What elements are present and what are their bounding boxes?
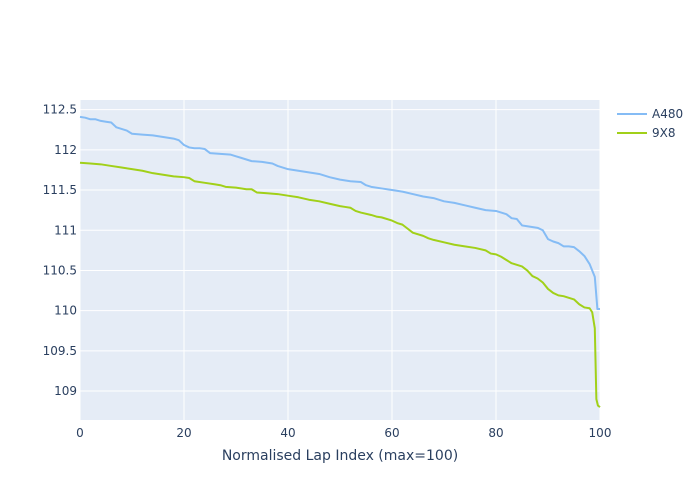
y-tick-label: 110 xyxy=(54,304,77,318)
legend[interactable]: A480 9X8 xyxy=(617,107,683,140)
x-axis-title: Normalised Lap Index (max=100) xyxy=(222,448,458,464)
x-axis-ticks: 0 20 40 60 80 100 xyxy=(76,426,611,440)
series-line-a480 xyxy=(79,115,600,311)
legend-label: A480 xyxy=(652,107,683,121)
y-tick-label: 110.5 xyxy=(43,263,77,277)
y-tick-label: 109 xyxy=(54,384,77,398)
gridlines xyxy=(79,100,601,420)
y-axis-ticks: 109 109.5 110 110.5 111 111.5 112 112.5 xyxy=(43,103,77,398)
y-tick-label: 112.5 xyxy=(43,103,77,117)
legend-item-a480[interactable]: A480 xyxy=(617,107,683,121)
x-tick-label: 20 xyxy=(176,426,191,440)
y-tick-label: 111.5 xyxy=(43,183,77,197)
y-tick-label: 109.5 xyxy=(43,344,77,358)
y-tick-label: 112 xyxy=(54,143,77,157)
legend-item-9x8[interactable]: 9X8 xyxy=(617,126,676,140)
legend-label: 9X8 xyxy=(652,126,676,140)
x-tick-label: 40 xyxy=(280,426,295,440)
y-tick-label: 111 xyxy=(54,223,77,237)
x-tick-label: 0 xyxy=(76,426,84,440)
series-line-9x8 xyxy=(79,161,601,408)
x-tick-label: 60 xyxy=(384,426,399,440)
plot-area xyxy=(80,100,600,420)
x-tick-label: 100 xyxy=(589,426,612,440)
series-layer xyxy=(79,115,601,408)
x-tick-label: 80 xyxy=(488,426,503,440)
